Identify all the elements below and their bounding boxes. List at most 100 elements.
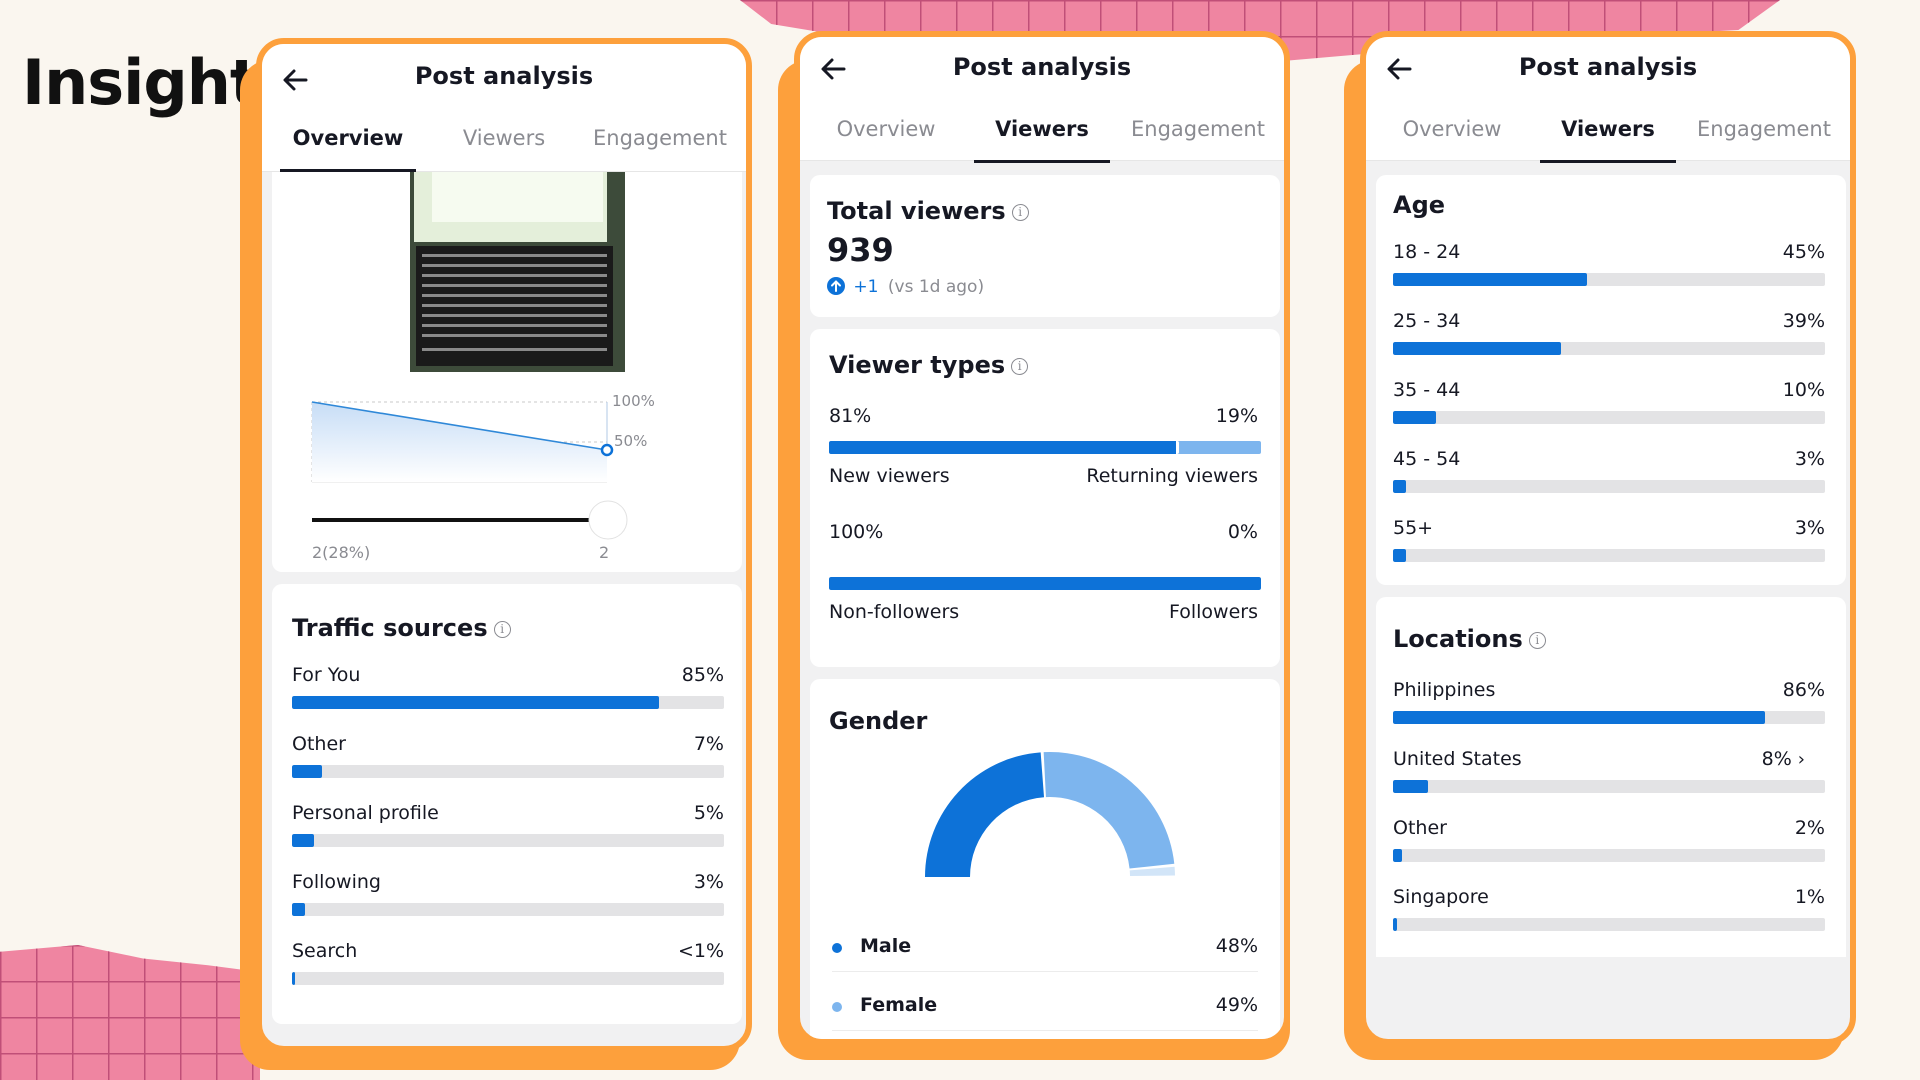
gender-title: Gender: [829, 707, 928, 735]
legend-dot: [832, 943, 842, 953]
followers-label: Followers: [1169, 601, 1258, 623]
tab-engagement[interactable]: Engagement: [1697, 117, 1831, 141]
tab-overview[interactable]: Overview: [270, 122, 426, 172]
tab-engagement[interactable]: Engagement: [593, 126, 727, 150]
header: Post analysis Overview Viewers Engagemen…: [1366, 37, 1850, 163]
y-label-100: 100%: [612, 392, 655, 410]
row-bar-track: [1393, 918, 1825, 931]
gender-slice-female: [1043, 752, 1175, 869]
viewer-types-title-text: Viewer types: [829, 351, 1006, 379]
traffic-sources-title: Traffic sources i: [292, 614, 511, 642]
total-viewers-card: Total viewers i 939 +1 (vs 1d ago): [810, 175, 1280, 317]
row-value: <1%: [677, 940, 724, 962]
row-value: 1%: [1794, 886, 1825, 908]
non-followers-label: Non-followers: [829, 601, 960, 623]
row-bar-fill: [1393, 780, 1428, 793]
arrow-up-circle-icon: [827, 277, 845, 295]
tab-engagement[interactable]: Engagement: [1131, 117, 1265, 141]
row-bar-fill: [292, 696, 660, 709]
panel3-phone: Post analysis Overview Viewers Engagemen…: [1360, 31, 1856, 1045]
followers-pct: 0%: [1227, 521, 1258, 543]
row-value: 45%: [1782, 241, 1825, 263]
traffic-sources-title-text: Traffic sources: [292, 614, 488, 642]
row-bar-fill: [1393, 549, 1406, 562]
followers-card: Non-followers Followers: [810, 557, 1280, 667]
locations-card: Locations i Philippines 86% United States 8%…: [1376, 597, 1846, 957]
age-card: Age 18 - 24 45% 25 - 34 39% 35 - 44 10% 45 - 5…: [1376, 175, 1846, 585]
info-icon[interactable]: i: [1528, 631, 1546, 649]
scrub-end-label: 2: [599, 543, 609, 562]
row-bar-fill: [1393, 918, 1398, 931]
row-bar-fill: [292, 903, 305, 916]
row-bar-track: [292, 972, 724, 985]
returning-viewers-pct: 19%: [1215, 405, 1258, 427]
tab-bar: Overview Viewers Engagement: [808, 113, 1276, 163]
info-icon[interactable]: i: [1011, 203, 1029, 221]
scrub-start-label: 2(28%): [312, 543, 370, 562]
row-value: 2%: [1794, 817, 1825, 839]
tab-overview[interactable]: Overview: [836, 117, 936, 141]
row-label: Personal profile: [292, 802, 439, 824]
tab-bar: Overview Viewers Engagement: [270, 122, 738, 172]
tab-viewers[interactable]: Viewers: [964, 113, 1120, 163]
row-value: 39%: [1782, 310, 1825, 332]
info-icon[interactable]: i: [493, 620, 511, 638]
row-label: 55+: [1393, 517, 1434, 539]
row-bar-fill: [1393, 849, 1402, 862]
row-bar-fill: [1393, 342, 1562, 355]
tab-viewers[interactable]: Viewers: [462, 126, 546, 150]
retention-card: 100% 50% 2(28%) 2: [272, 172, 742, 572]
legend-dot: [832, 1002, 842, 1012]
decorative-grid-bottom: [0, 945, 260, 1080]
gender-label: Female: [860, 994, 938, 1016]
gender-label: Male: [860, 935, 912, 957]
row-label: Following: [292, 871, 381, 893]
viewer-types-title: Viewer types i: [829, 351, 1029, 379]
row-label: Other: [292, 733, 346, 755]
non-followers-fill: [829, 577, 1261, 590]
back-arrow-icon[interactable]: [814, 49, 854, 89]
row-bar-track: [292, 834, 724, 847]
gender-slice-other: [1129, 866, 1175, 877]
scrub-handle[interactable]: [588, 500, 628, 540]
row-bar-track: [1393, 549, 1825, 562]
row-bar-fill: [1393, 480, 1406, 493]
row-label: United States: [1393, 748, 1522, 770]
new-viewers-pct: 81%: [829, 405, 872, 427]
retention-area: [312, 402, 607, 482]
row-bar-fill: [292, 834, 314, 847]
total-viewers-value: 939: [827, 231, 894, 269]
panel1-phone: Post analysis Overview Viewers Engagemen…: [256, 38, 752, 1052]
gender-slice-male: [925, 752, 1045, 877]
row-label: Philippines: [1393, 679, 1496, 701]
back-arrow-icon[interactable]: [276, 60, 316, 100]
y-label-50: 50%: [614, 432, 647, 450]
video-thumbnail[interactable]: [410, 172, 625, 372]
retention-chart: 100% 50% 2(28%) 2: [311, 392, 655, 562]
row-bar-fill: [292, 972, 295, 985]
row-bar-fill: [292, 765, 323, 778]
tab-viewers[interactable]: Viewers: [1530, 113, 1686, 163]
back-arrow-icon[interactable]: [1380, 49, 1420, 89]
tab-bar: Overview Viewers Engagement: [1374, 113, 1842, 163]
row-value: 10%: [1782, 379, 1825, 401]
screen-title: Post analysis: [1518, 53, 1698, 81]
row-bar-track: [292, 696, 724, 709]
gender-value: 48%: [1215, 935, 1258, 957]
returning-viewers-label: Returning viewers: [1086, 465, 1258, 487]
row-bar-track: [292, 765, 724, 778]
gender-donut-chart: [925, 752, 1175, 877]
chevron-right-icon[interactable]: ›: [1797, 749, 1805, 770]
row-value: 3%: [1794, 448, 1825, 470]
tab-overview[interactable]: Overview: [1402, 117, 1502, 141]
row-value: 85%: [681, 664, 724, 686]
row-label: 35 - 44: [1393, 379, 1461, 401]
screen-title: Post analysis: [952, 53, 1132, 81]
divider: [832, 971, 1258, 972]
row-label: 18 - 24: [1393, 241, 1461, 263]
delta-value: +1: [853, 277, 879, 297]
row-bar-fill: [1393, 273, 1588, 286]
row-bar-track: [1393, 411, 1825, 424]
total-viewers-title-text: Total viewers: [827, 197, 1006, 225]
info-icon[interactable]: i: [1011, 357, 1029, 375]
